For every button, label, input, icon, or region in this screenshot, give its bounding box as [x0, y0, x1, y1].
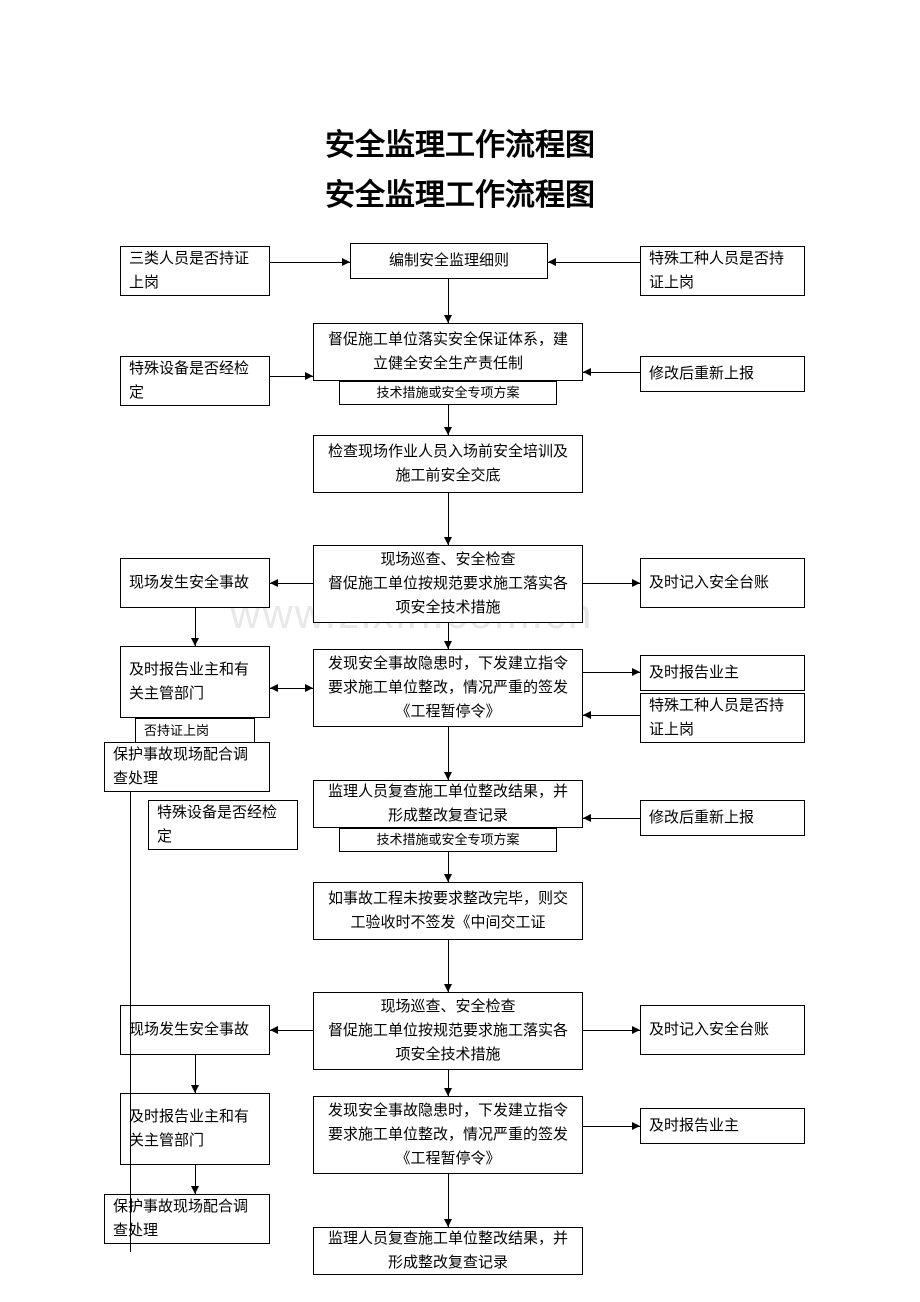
node-c10a: 监理人员复查施工单位整改结果，并形成整改复查记录	[313, 1227, 583, 1275]
node-l8: 及时报告业主和有关主管部门	[120, 1093, 270, 1165]
node-l4: 及时报告业主和有关主管部门	[120, 646, 270, 718]
node-r7: 及时记入安全台账	[640, 1005, 805, 1055]
arrowhead-r1	[548, 258, 556, 266]
node-c4a: 现场巡查、安全检查	[380, 548, 515, 572]
arrowhead-l7	[270, 1026, 278, 1034]
node-l3: 现场发生安全事故	[120, 558, 270, 608]
arrowhead-v4	[444, 641, 452, 649]
arrowhead-v3	[444, 537, 452, 545]
node-l5: 保护事故现场配合调查处理	[104, 742, 270, 792]
arrowhead-lv4	[191, 1186, 199, 1194]
arrow-r1	[548, 262, 640, 263]
arrowhead-v7	[444, 984, 452, 992]
page-title-2: 安全监理工作流程图	[0, 170, 920, 214]
node-c4b: 督促施工单位按规范要求施工落实各项安全技术措施	[322, 572, 574, 620]
arrowhead-r4	[632, 668, 640, 676]
arrowhead-r2	[583, 368, 591, 376]
node-c6b: 技术措施或安全专项方案	[339, 828, 557, 852]
arrowhead-l4r	[305, 684, 313, 692]
node-r8: 及时报告业主	[640, 1108, 805, 1144]
node-c4: 现场巡查、安全检查 督促施工单位按规范要求施工落实各项安全技术措施	[313, 545, 583, 623]
arrowhead-v1	[444, 315, 452, 323]
arrowhead-v6	[444, 874, 452, 882]
node-c2a: 督促施工单位落实安全保证体系，建立健全安全生产责任制	[313, 323, 583, 381]
arrowhead-lv1	[191, 638, 199, 646]
arrow-r2	[583, 372, 640, 373]
node-l7: 现场发生安全事故	[120, 1005, 270, 1055]
arrowhead-l2	[305, 372, 313, 380]
node-c8b: 督促施工单位按规范要求施工落实各项安全技术措施	[322, 1019, 574, 1067]
node-c8a: 现场巡查、安全检查	[380, 995, 515, 1019]
node-r2: 修改后重新上报	[640, 356, 805, 392]
arrowhead-l3	[270, 579, 278, 587]
node-l6: 特殊设备是否经检定	[148, 800, 298, 850]
arrow-r5	[583, 715, 640, 716]
arrowhead-l1	[342, 258, 350, 266]
arrowhead-l4l	[270, 684, 278, 692]
node-r3: 及时记入安全台账	[640, 558, 805, 608]
arrowhead-lv3	[191, 1085, 199, 1093]
node-c9: 发现安全事故隐患时，下发建立指令要求施工单位整改，情况严重的签发《工程暂停令》	[313, 1096, 583, 1174]
node-l1: 三类人员是否持证上岗	[120, 246, 270, 296]
node-c5: 发现安全事故隐患时，下发建立指令要求施工单位整改，情况严重的签发《工程暂停令》	[313, 649, 583, 727]
node-r4: 及时报告业主	[640, 655, 805, 691]
node-l2: 特殊设备是否经检定	[120, 356, 270, 406]
arrowhead-v2	[444, 427, 452, 435]
node-r6: 修改后重新上报	[640, 800, 805, 836]
node-c8: 现场巡查、安全检查 督促施工单位按规范要求施工落实各项安全技术措施	[313, 992, 583, 1070]
arrow-lv2	[130, 792, 131, 1252]
node-l4b: 否持证上岗	[135, 718, 255, 744]
node-r5: 特殊工种人员是否持证上岗	[640, 693, 805, 743]
arrowhead-v5	[444, 772, 452, 780]
node-r1: 特殊工种人员是否持证上岗	[640, 246, 805, 296]
arrowhead-v8	[444, 1088, 452, 1096]
page-title-1: 安全监理工作流程图	[0, 120, 920, 164]
node-c1: 编制安全监理细则	[350, 243, 548, 279]
arrowhead-v9	[444, 1219, 452, 1227]
arrowhead-r5	[583, 711, 591, 719]
node-l9: 保护事故现场配合调查处理	[104, 1194, 270, 1244]
arrow-r6	[583, 818, 640, 819]
node-c6a: 监理人员复查施工单位整改结果，并形成整改复查记录	[313, 780, 583, 828]
arrowhead-r6	[583, 814, 591, 822]
node-c2b: 技术措施或安全专项方案	[339, 381, 557, 405]
arrowhead-r7	[632, 1026, 640, 1034]
node-c7: 如事故工程未按要求整改完毕，则交工验收时不签发《中间交工证	[313, 882, 583, 940]
node-c3: 检查现场作业人员入场前安全培训及施工前安全交底	[313, 435, 583, 493]
arrow-l1	[270, 262, 350, 263]
arrowhead-r3	[632, 579, 640, 587]
arrowhead-r8	[632, 1122, 640, 1130]
